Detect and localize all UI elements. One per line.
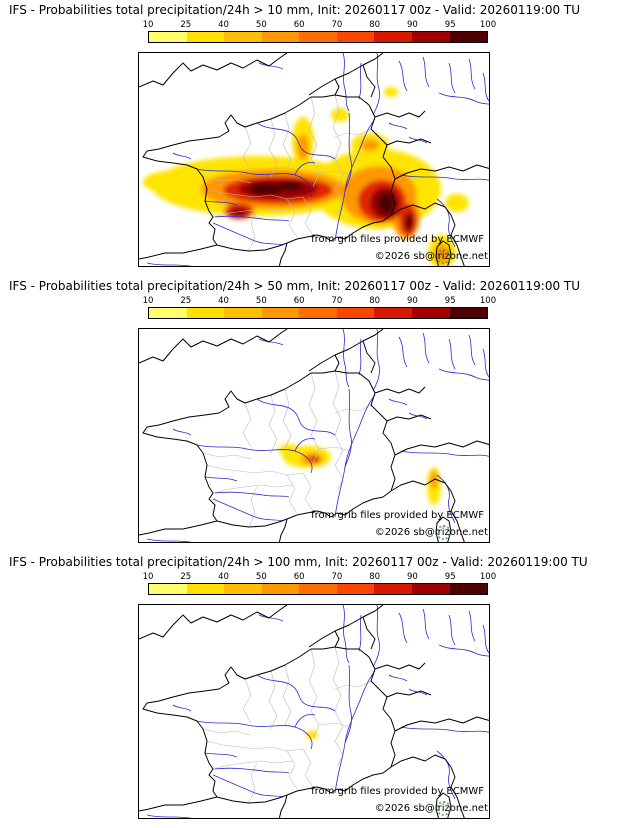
precip-overlay-gt100: [306, 730, 318, 740]
colorbar-segment: [299, 584, 337, 594]
colorbar-tick: 25: [180, 296, 192, 306]
colorbar-segment: [261, 308, 300, 318]
colorbar: 10 25 40 50 60 70 80 90 95 100: [143, 20, 497, 43]
colorbar-segment: [149, 584, 187, 594]
colorbar-segment: [224, 308, 262, 318]
colorbar-tick: 10: [142, 20, 154, 30]
colorbar-segment: [336, 32, 375, 42]
colorbar-segment: [149, 32, 187, 42]
colorbar-tick: 95: [444, 296, 456, 306]
colorbar-tick: 60: [293, 296, 305, 306]
colorbar-segment: [374, 584, 412, 594]
colorbar-tick: 50: [255, 296, 267, 306]
colorbar-segment: [374, 308, 412, 318]
grib-attribution: from grib files provided by ECMWF: [311, 234, 484, 245]
colorbar-segment: [411, 32, 450, 42]
colorbar-segment: [374, 32, 412, 42]
precip-overlay-gt50: [279, 444, 441, 505]
colorbar-tick: 90: [407, 20, 418, 30]
colorbar-bar: [148, 307, 488, 319]
colorbar-ticks: 10 25 40 50 60 70 80 90 95 100: [143, 572, 497, 582]
irizone-watermark-icon: [436, 525, 451, 540]
colorbar-ticks: 10 25 40 50 60 70 80 90 95 100: [143, 20, 497, 30]
colorbar-segment: [336, 584, 375, 594]
colorbar-segment: [449, 584, 488, 594]
colorbar: 10 25 40 50 60 70 80 90 95 100: [143, 296, 497, 319]
panel-title: IFS - Probabilities total precipitation/…: [9, 279, 581, 293]
colorbar-segment: [299, 32, 337, 42]
colorbar-tick: 10: [142, 296, 154, 306]
colorbar-segment: [449, 32, 488, 42]
france-map-svg: [139, 329, 489, 542]
colorbar-tick: 60: [293, 20, 305, 30]
colorbar-tick: 25: [180, 572, 192, 582]
grib-attribution: from grib files provided by ECMWF: [311, 510, 484, 521]
map-france: from grib files provided by ECMWF ©2026 …: [138, 604, 490, 819]
colorbar-segment: [299, 308, 337, 318]
colorbar-tick: 70: [331, 20, 343, 30]
colorbar-segment: [411, 308, 450, 318]
colorbar-tick: 50: [255, 572, 267, 582]
colorbar-tick: 10: [142, 572, 154, 582]
panel-precip-gt-100mm: IFS - Probabilities total precipitation/…: [0, 552, 630, 828]
colorbar-tick: 80: [369, 572, 381, 582]
colorbar-tick: 70: [331, 296, 343, 306]
colorbar-segment: [224, 584, 262, 594]
panel-precip-gt-50mm: IFS - Probabilities total precipitation/…: [0, 276, 630, 552]
colorbar-segment: [261, 32, 300, 42]
colorbar-tick: 100: [479, 572, 497, 582]
colorbar-segment: [186, 308, 225, 318]
colorbar-tick: 70: [331, 572, 343, 582]
colorbar-tick: 40: [218, 572, 229, 582]
colorbar-segment: [224, 32, 262, 42]
irizone-watermark-icon: [436, 249, 451, 264]
colorbar-bar: [148, 583, 488, 595]
colorbar-tick: 40: [218, 296, 229, 306]
colorbar-tick: 50: [255, 20, 267, 30]
colorbar-tick: 95: [444, 572, 456, 582]
colorbar-tick: 100: [479, 296, 497, 306]
colorbar-segment: [261, 584, 300, 594]
colorbar-tick: 80: [369, 296, 381, 306]
colorbar-tick: 95: [444, 20, 456, 30]
map-france: from grib files provided by ECMWF ©2026 …: [138, 52, 490, 267]
colorbar-segment: [449, 308, 488, 318]
map-france: from grib files provided by ECMWF ©2026 …: [138, 328, 490, 543]
panel-precip-gt-10mm: IFS - Probabilities total precipitation/…: [0, 0, 630, 276]
colorbar-ticks: 10 25 40 50 60 70 80 90 95 100: [143, 296, 497, 306]
colorbar-segment: [186, 584, 225, 594]
grib-attribution: from grib files provided by ECMWF: [311, 786, 484, 797]
copyright: ©2026 sb@irizone.net: [374, 527, 488, 538]
colorbar-tick: 60: [293, 572, 305, 582]
colorbar-tick: 90: [407, 572, 418, 582]
colorbar-segment: [186, 32, 225, 42]
panel-title: IFS - Probabilities total precipitation/…: [9, 555, 588, 569]
colorbar-tick: 90: [407, 296, 418, 306]
panel-title: IFS - Probabilities total precipitation/…: [9, 3, 581, 17]
colorbar-tick: 80: [369, 20, 381, 30]
copyright: ©2026 sb@irizone.net: [374, 251, 488, 262]
copyright: ©2026 sb@irizone.net: [374, 803, 488, 814]
irizone-watermark-icon: [436, 801, 451, 816]
colorbar-tick: 25: [180, 20, 192, 30]
colorbar-segment: [336, 308, 375, 318]
france-map-svg: [139, 605, 489, 818]
colorbar-tick: 100: [479, 20, 497, 30]
colorbar-bar: [148, 31, 488, 43]
colorbar-segment: [149, 308, 187, 318]
colorbar-segment: [411, 584, 450, 594]
colorbar-tick: 40: [218, 20, 229, 30]
france-map-svg: [139, 53, 489, 266]
colorbar: 10 25 40 50 60 70 80 90 95 100: [143, 572, 497, 595]
